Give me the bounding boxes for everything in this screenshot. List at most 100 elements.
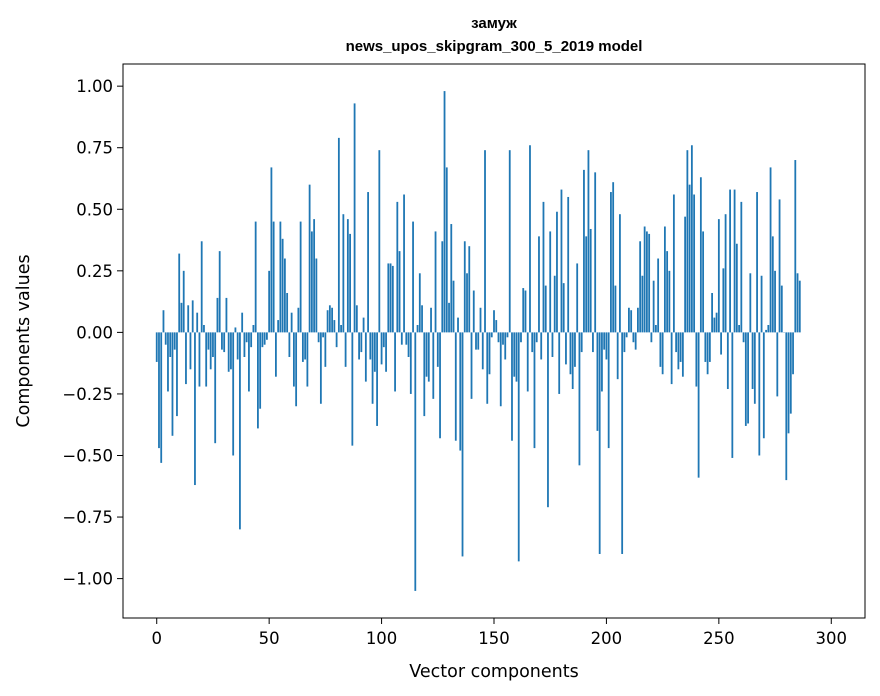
bar xyxy=(798,280,801,333)
bar xyxy=(443,91,446,333)
bar xyxy=(756,192,758,333)
bar xyxy=(270,167,273,333)
bar xyxy=(616,332,619,380)
bar xyxy=(279,221,282,333)
bar xyxy=(281,238,284,333)
bar xyxy=(502,332,504,345)
bar xyxy=(524,290,527,333)
bar xyxy=(794,160,797,333)
bar xyxy=(436,332,439,367)
bar xyxy=(490,332,493,338)
bar xyxy=(515,332,518,382)
bar xyxy=(196,312,199,333)
bar xyxy=(319,332,322,404)
bar xyxy=(376,332,378,426)
bar xyxy=(684,216,687,333)
y-tick-label: 0.50 xyxy=(76,200,113,219)
bar xyxy=(661,332,664,375)
bar xyxy=(371,332,374,404)
bar xyxy=(583,169,585,333)
y-tick-label: 0.25 xyxy=(76,262,113,281)
bar xyxy=(299,221,302,333)
bar xyxy=(310,231,313,333)
bar xyxy=(292,332,295,387)
bar xyxy=(470,332,473,399)
bar xyxy=(160,332,163,463)
bar xyxy=(670,332,673,385)
bar xyxy=(630,310,633,333)
bar xyxy=(767,325,770,333)
chart-subtitle: news_upos_skipgram_300_5_2019 model xyxy=(346,38,643,55)
bar xyxy=(288,332,291,357)
bar xyxy=(697,332,700,478)
bar xyxy=(171,332,174,436)
bar xyxy=(513,332,516,377)
bar xyxy=(308,184,311,333)
bar xyxy=(257,332,259,429)
bar xyxy=(711,292,713,333)
bar xyxy=(493,310,495,333)
bar xyxy=(758,332,761,456)
bar xyxy=(585,236,588,333)
bar xyxy=(306,332,309,387)
bar xyxy=(322,332,325,338)
bar xyxy=(641,275,644,333)
bar xyxy=(230,332,232,370)
bar xyxy=(549,231,552,333)
bar xyxy=(176,332,178,417)
bar xyxy=(603,332,606,350)
bar xyxy=(654,325,657,333)
bar xyxy=(403,194,405,333)
chart-title: замуж xyxy=(471,15,517,32)
bar xyxy=(378,150,381,333)
bar xyxy=(461,332,464,557)
bar xyxy=(542,201,545,333)
bar xyxy=(619,214,621,333)
bar xyxy=(589,228,592,333)
bar xyxy=(409,332,412,394)
bar xyxy=(628,307,630,333)
bar xyxy=(459,332,462,451)
bar xyxy=(702,231,705,333)
bar xyxy=(695,332,698,387)
bar xyxy=(742,332,745,343)
bar xyxy=(236,332,239,360)
bar xyxy=(731,332,734,458)
bar xyxy=(787,332,790,434)
bar xyxy=(198,332,201,387)
bar xyxy=(275,332,277,377)
bar xyxy=(261,332,264,348)
bar xyxy=(565,332,567,365)
bar xyxy=(225,297,228,333)
bar xyxy=(540,332,543,360)
bar xyxy=(520,332,522,343)
bar xyxy=(351,332,354,446)
bar xyxy=(167,332,169,392)
bar xyxy=(760,275,763,333)
bar xyxy=(475,332,477,350)
bar xyxy=(315,258,318,333)
bar xyxy=(227,332,230,372)
bar xyxy=(499,332,502,407)
bar xyxy=(187,305,190,333)
bar xyxy=(304,332,307,360)
bar xyxy=(364,332,367,382)
bar xyxy=(241,312,244,333)
bar xyxy=(387,263,390,333)
bar xyxy=(169,332,172,357)
bar xyxy=(362,317,365,333)
bar xyxy=(427,332,430,382)
bar xyxy=(556,211,558,333)
plot-area xyxy=(123,64,865,618)
bar xyxy=(283,258,286,333)
bar xyxy=(290,312,293,333)
bar xyxy=(353,103,356,333)
bar xyxy=(194,332,196,486)
bar xyxy=(544,285,547,333)
bar xyxy=(699,177,702,333)
bar xyxy=(209,332,212,370)
bar xyxy=(508,150,511,333)
bar xyxy=(558,332,561,394)
